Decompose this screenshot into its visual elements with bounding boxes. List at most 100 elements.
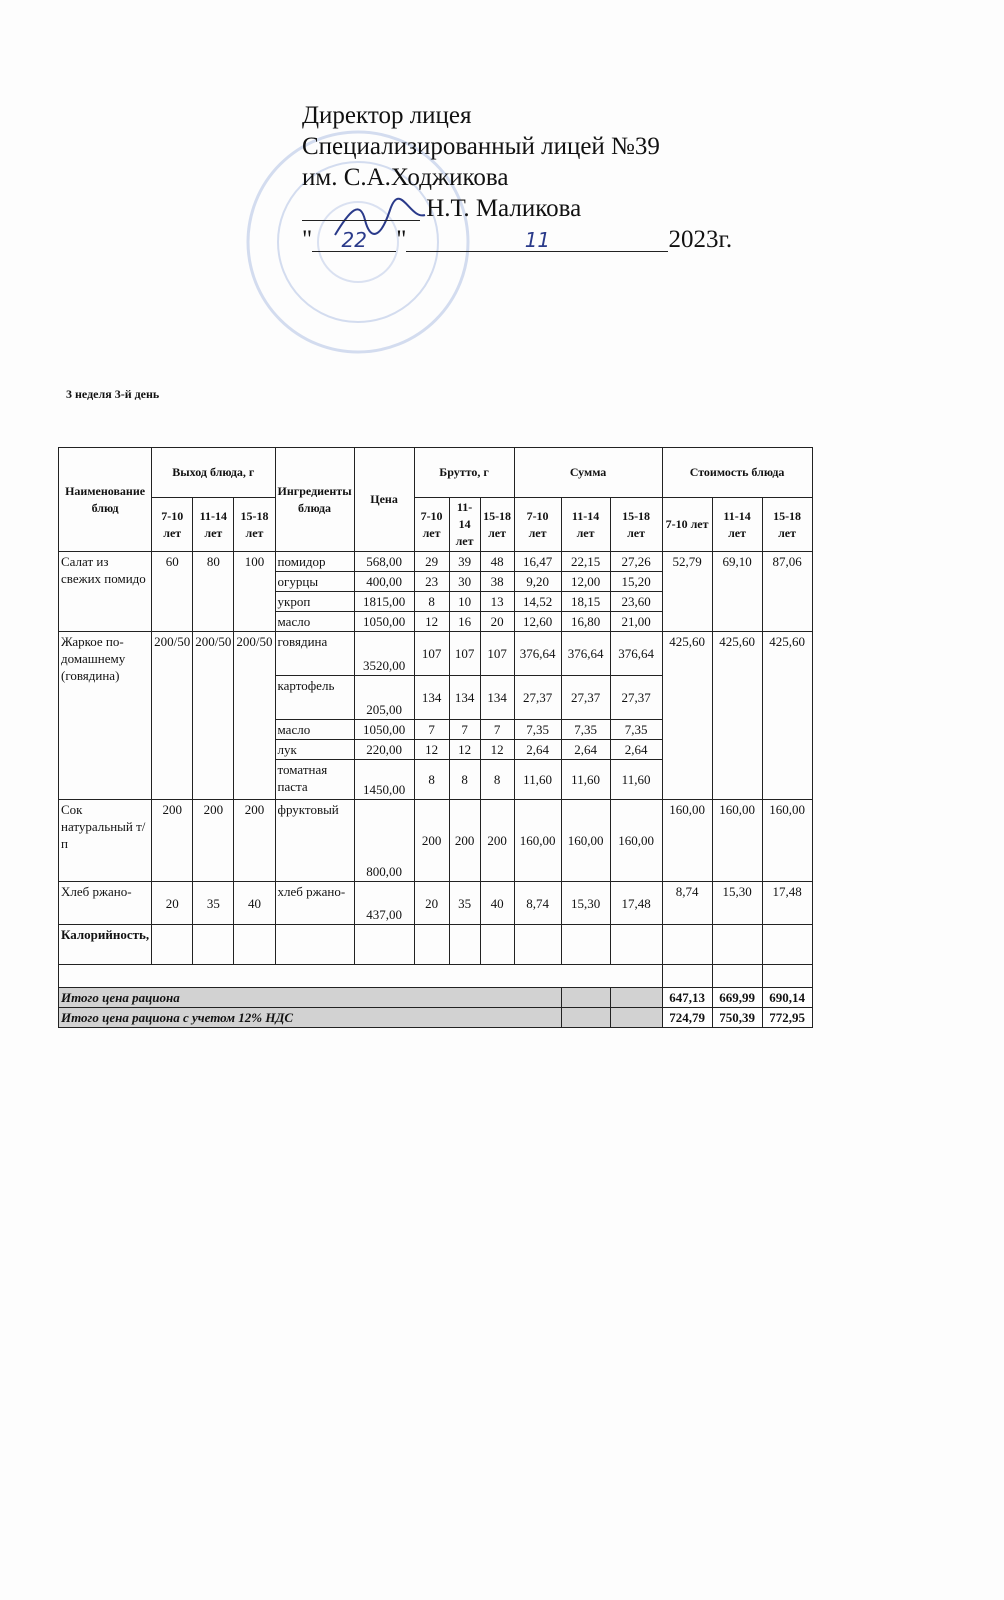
empty-cell — [353, 924, 415, 965]
ingredient-brutto: 13 — [479, 591, 515, 612]
table-row: огурцы 400,00 23 30 38 9,20 12,00 15,20 — [59, 571, 813, 592]
header-brutto: Брутто, г — [413, 447, 515, 498]
empty-cell — [560, 987, 611, 1008]
ingredient-price: 3520,00 — [353, 631, 415, 676]
stamp-icon — [246, 130, 470, 354]
table-row: картофель 205,00 134 134 134 27,37 27,37 27,37 — [59, 675, 813, 720]
ingredient-brutto: 12 — [448, 739, 481, 760]
ingredient-brutto: 12 — [413, 611, 450, 632]
ingredient-sum: 27,37 — [513, 675, 562, 720]
signature-line: Н.Т. Маликова — [302, 193, 732, 224]
ingredient-sum: 27,37 — [609, 675, 663, 720]
approval-title: Директор лицея — [302, 102, 472, 129]
header-age-group: 11-14 лет — [711, 497, 763, 552]
ingredient-name: фруктовый — [274, 799, 355, 882]
header-age-group: 7-10 лет — [413, 497, 450, 552]
ingredient-sum: 7,35 — [560, 719, 611, 740]
table-row: Хлеб ржано- 20 35 40 хлеб ржано- 437,00 20 35 40… — [57, 881, 813, 925]
dish-name: Хлеб ржано- — [57, 881, 153, 925]
menu-table: Наименование блюд Выход блюда, г Ингредиен… — [57, 447, 813, 1028]
ingredient-sum: 160,00 — [609, 799, 663, 882]
dish-cost: 425,60 — [661, 631, 713, 800]
ingredient-sum: 376,64 — [560, 631, 611, 676]
ingredient-brutto: 20 — [413, 881, 450, 925]
header-age-group: 15-18 лет — [479, 497, 515, 552]
ingredient-brutto: 48 — [479, 551, 515, 572]
total-row: Итого цена рациона 647,13 669,99 690,14 — [58, 987, 813, 1008]
ingredient-name: масло — [274, 719, 355, 740]
date-line: " 22 " 11 2023г. — [302, 226, 733, 253]
dish-output: 100 — [233, 551, 276, 632]
ingredient-sum: 376,64 — [609, 631, 663, 676]
ingredient-price: 220,00 — [353, 739, 415, 760]
table-row: масло 1050,00 7 7 7 7,35 7,35 7,35 — [59, 719, 813, 740]
table-row: масло 1050,00 12 16 20 12,60 16,80 21,00 — [59, 611, 813, 632]
ingredient-sum: 14,52 — [513, 591, 562, 612]
empty-cell — [448, 924, 481, 965]
ingredient-sum: 18,15 — [560, 591, 611, 612]
header-cost: Стоимость блюда — [661, 447, 813, 498]
empty-cell — [560, 924, 611, 965]
ingredient-brutto: 134 — [448, 675, 481, 720]
ingredient-price: 1050,00 — [353, 611, 415, 632]
ingredient-sum: 15,30 — [560, 881, 611, 925]
ingredient-brutto: 12 — [479, 739, 515, 760]
ingredient-sum: 11,60 — [609, 759, 663, 800]
ingredient-brutto: 38 — [479, 571, 515, 592]
week-day-label: 3 неделя 3-й день — [66, 387, 160, 401]
ingredient-price: 800,00 — [353, 799, 415, 882]
empty-cell — [479, 924, 515, 965]
table-row: Сок натуральный т/п 200 200 200 фруктовый 800… — [57, 799, 813, 882]
total-value: 724,79 — [661, 1007, 713, 1028]
dish-cost: 15,30 — [711, 881, 763, 925]
signer-name: Н.Т. Маликова — [426, 195, 582, 222]
dish-name: Сок натуральный т/п — [57, 799, 153, 882]
table-row: Салат из свежих помидо 60 80 100 помидор 568,… — [57, 551, 813, 632]
ingredient-name: помидор — [274, 551, 355, 572]
header-sum: Сумма — [513, 447, 663, 498]
ingredient-brutto: 107 — [413, 631, 450, 676]
ingredient-brutto: 16 — [448, 611, 481, 632]
calories-label: Калорийность, — [57, 924, 153, 965]
empty-cell — [609, 987, 663, 1008]
dish-cost: 52,79 — [661, 551, 713, 632]
approval-block: Директор лицея Специализированный лицей … — [302, 100, 732, 255]
ingredient-sum: 15,20 — [609, 571, 663, 592]
empty-cell — [58, 964, 663, 988]
empty-cell — [761, 964, 813, 988]
ingredient-sum: 2,64 — [513, 739, 562, 760]
ingredient-sum: 16,80 — [560, 611, 611, 632]
year-value: 2023г. — [668, 226, 733, 253]
empty-cell — [413, 924, 450, 965]
table-row: Жаркое по-домашнему (говядина) 200/50 200/… — [57, 631, 813, 800]
ingredient-sum: 17,48 — [609, 881, 663, 925]
header-age-group: 7-10 лет — [661, 497, 713, 552]
total-value: 647,13 — [661, 987, 713, 1008]
dish-output: 20 — [151, 881, 194, 925]
ingredient-brutto: 7 — [413, 719, 450, 740]
header-row: Наименование блюд Выход блюда, г Ингредиен… — [57, 447, 813, 552]
dish-cost: 8,74 — [661, 881, 713, 925]
ingredient-sum: 22,15 — [560, 551, 611, 572]
ingredient-brutto: 134 — [479, 675, 515, 720]
empty-cell — [711, 924, 763, 965]
header-age-group: 15-18 лет — [609, 497, 663, 552]
header-age-group: 11-14 лет — [448, 497, 481, 552]
dish-output: 200/50 — [192, 631, 235, 800]
empty-cell — [609, 1007, 663, 1028]
header-ingredients: Ингредиенты блюда — [274, 447, 355, 552]
ingredient-price: 1450,00 — [353, 759, 415, 800]
empty-cell — [609, 924, 663, 965]
ingredient-sum: 8,74 — [513, 881, 562, 925]
ingredient-name: говядина — [274, 631, 355, 676]
empty-cell — [711, 964, 763, 988]
empty-cell — [761, 924, 813, 965]
ingredient-brutto: 7 — [448, 719, 481, 740]
empty-cell — [661, 964, 713, 988]
total-label: Итого цена рациона — [58, 987, 562, 1008]
header-age-group: 15-18 лет — [233, 497, 276, 552]
dish-cost: 69,10 — [711, 551, 763, 632]
ingredient-brutto: 107 — [448, 631, 481, 676]
empty-cell — [151, 924, 194, 965]
ingredient-price: 568,00 — [353, 551, 415, 572]
